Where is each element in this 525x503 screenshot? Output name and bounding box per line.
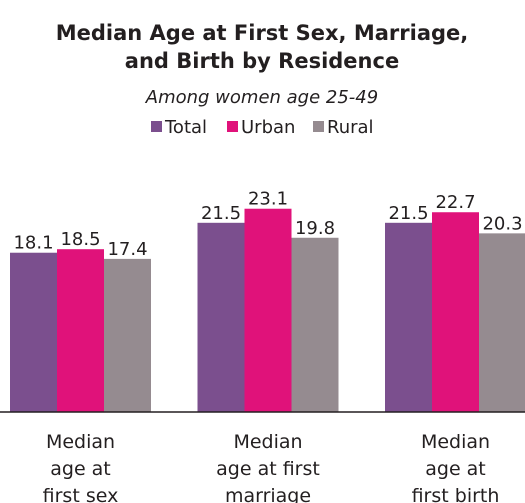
bar [57,249,104,412]
bar [197,222,245,412]
value-label: 21.5 [201,203,241,224]
value-label: 21.5 [388,203,428,224]
value-label: 17.4 [107,239,147,260]
legend-label: Rural [327,117,374,138]
value-label: 19.8 [295,218,335,239]
bar [10,252,57,412]
bar [385,222,432,412]
bar [432,212,479,412]
legend-swatch [227,121,238,132]
legend-label: Total [164,117,207,138]
x-tick-label: Median age at first sex [43,431,119,503]
bar [244,208,292,412]
x-tick-label: Median age at first marriage [216,431,320,503]
x-tick-label: Median age at first birth [412,431,500,503]
value-label: 18.5 [60,229,100,250]
legend-swatch [313,121,324,132]
bar [104,258,151,412]
chart-subtitle: Among women age 25-49 [145,87,378,108]
value-label: 18.1 [13,233,53,254]
legend-swatch [151,121,162,132]
bar [291,237,339,412]
legend-label: Urban [241,117,295,138]
value-label: 22.7 [435,192,475,213]
value-label: 20.3 [482,213,522,234]
value-label: 23.1 [248,189,288,210]
bar [479,233,525,412]
chart-title: Median Age at First Sex, Marriage, and Bi… [56,21,469,73]
